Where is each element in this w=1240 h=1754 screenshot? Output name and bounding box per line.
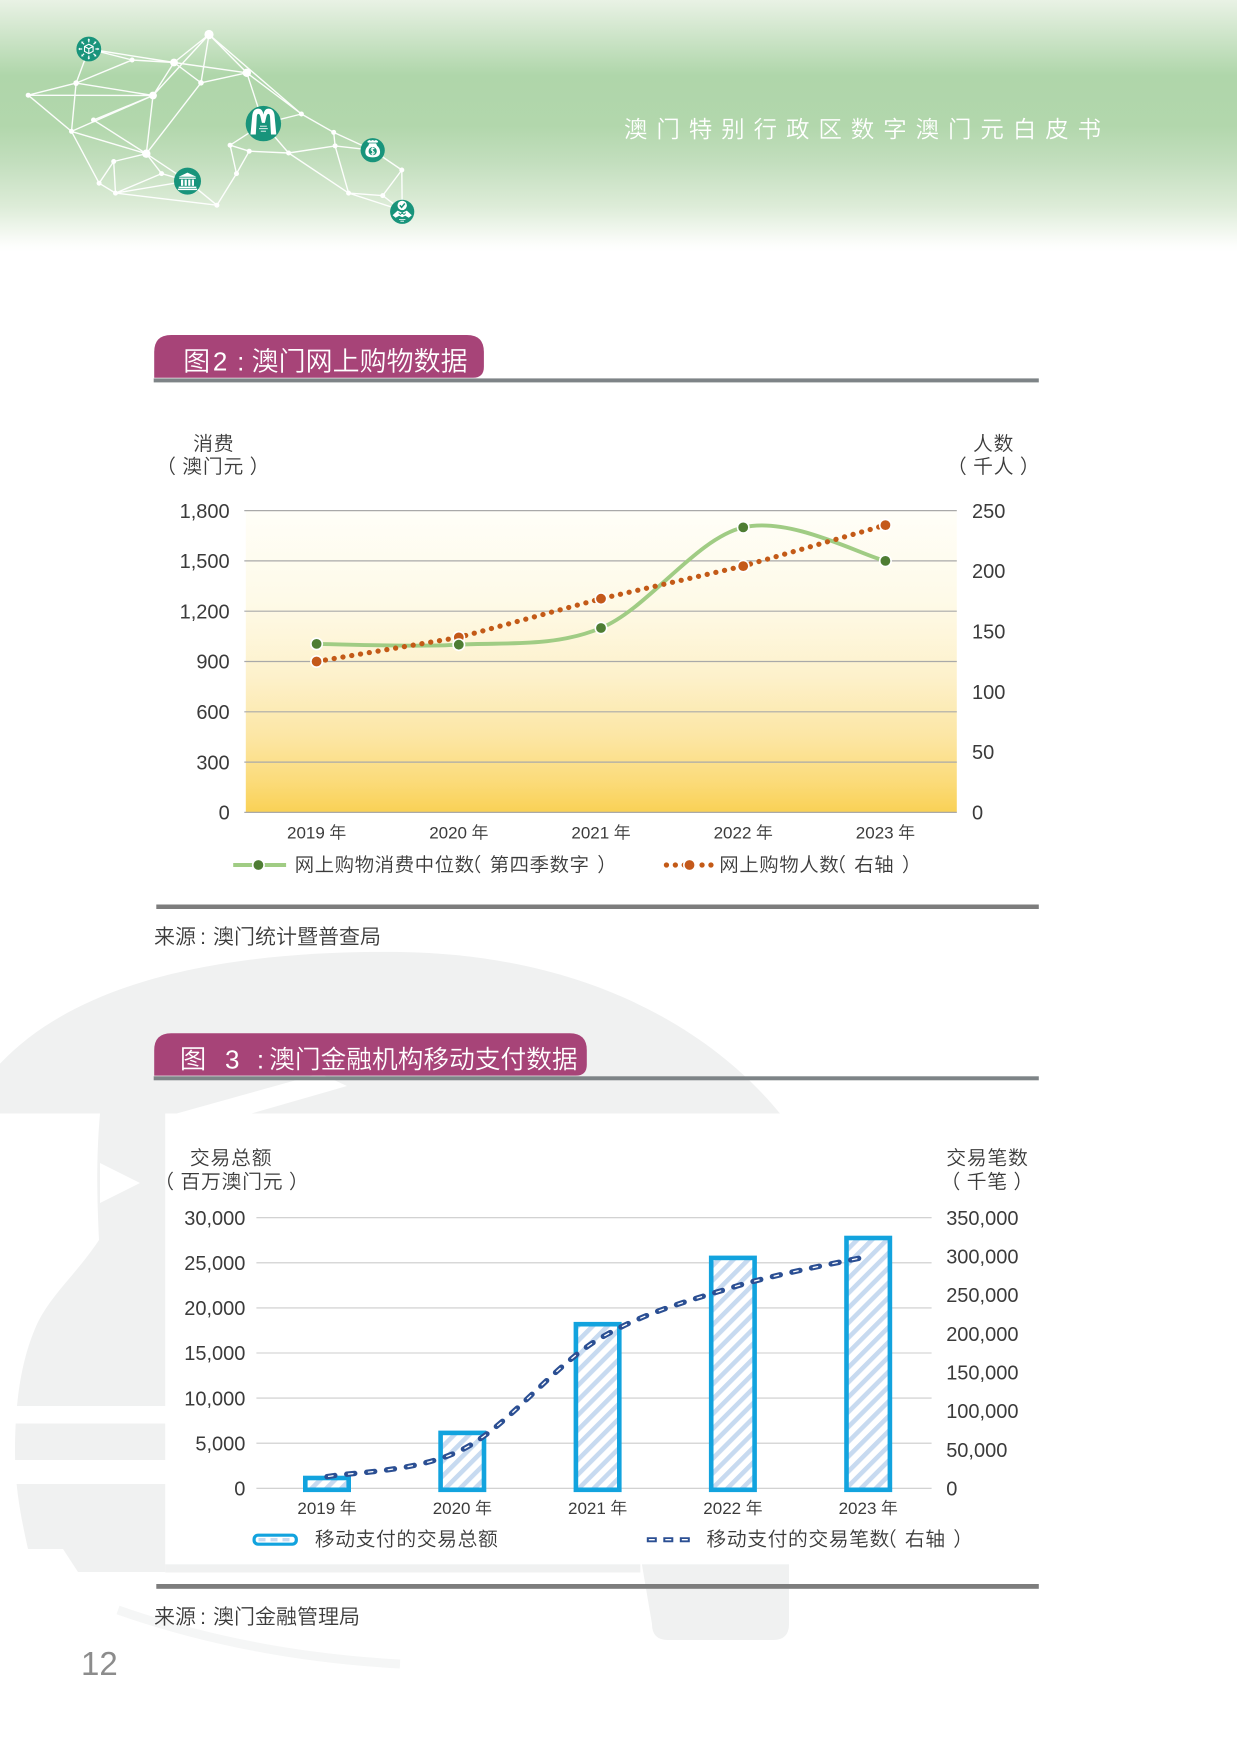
svg-text:250,000: 250,000 (946, 1285, 1018, 1307)
svg-text::: : (200, 1606, 206, 1629)
svg-text:2023: 2023 (856, 824, 894, 843)
svg-text:2019: 2019 (297, 1499, 335, 1518)
svg-text:350,000: 350,000 (946, 1208, 1018, 1230)
svg-text:20,000: 20,000 (184, 1298, 245, 1320)
svg-text:0: 0 (946, 1479, 957, 1501)
svg-text:0: 0 (972, 803, 983, 825)
svg-text:150: 150 (972, 622, 1005, 644)
svg-text:200: 200 (972, 561, 1005, 583)
svg-text:900: 900 (196, 652, 229, 674)
svg-text:1,800: 1,800 (180, 501, 230, 523)
svg-text:50: 50 (972, 742, 994, 764)
svg-text::: : (200, 926, 206, 949)
svg-text:100: 100 (972, 682, 1005, 704)
svg-text:2020: 2020 (433, 1499, 471, 1518)
svg-text:2022: 2022 (703, 1499, 741, 1518)
svg-text:30,000: 30,000 (184, 1208, 245, 1230)
svg-text:2: 2 (213, 347, 227, 377)
svg-text:2022: 2022 (714, 824, 752, 843)
svg-text:2020: 2020 (429, 824, 467, 843)
svg-text::: : (237, 347, 244, 377)
svg-text:50,000: 50,000 (946, 1440, 1007, 1462)
svg-text:2023: 2023 (839, 1499, 877, 1518)
svg-text:200,000: 200,000 (946, 1324, 1018, 1346)
svg-text:15,000: 15,000 (184, 1343, 245, 1365)
svg-text:5,000: 5,000 (195, 1433, 245, 1455)
svg-text:0: 0 (219, 803, 230, 825)
svg-text:250: 250 (972, 501, 1005, 523)
svg-text:100,000: 100,000 (946, 1401, 1018, 1423)
svg-text:600: 600 (196, 702, 229, 724)
svg-text:1,200: 1,200 (180, 601, 230, 623)
svg-text:2019: 2019 (287, 824, 325, 843)
svg-text:150,000: 150,000 (946, 1362, 1018, 1384)
svg-text:12: 12 (81, 1645, 118, 1682)
svg-text:2021: 2021 (571, 824, 609, 843)
svg-text:3: 3 (225, 1044, 239, 1074)
svg-text:1,500: 1,500 (180, 551, 230, 573)
svg-text:2021: 2021 (568, 1499, 606, 1518)
svg-text::: : (257, 1044, 264, 1074)
svg-text:0: 0 (234, 1479, 245, 1501)
svg-text:300: 300 (196, 752, 229, 774)
svg-text:300,000: 300,000 (946, 1246, 1018, 1268)
svg-text:10,000: 10,000 (184, 1388, 245, 1410)
svg-text:25,000: 25,000 (184, 1253, 245, 1275)
